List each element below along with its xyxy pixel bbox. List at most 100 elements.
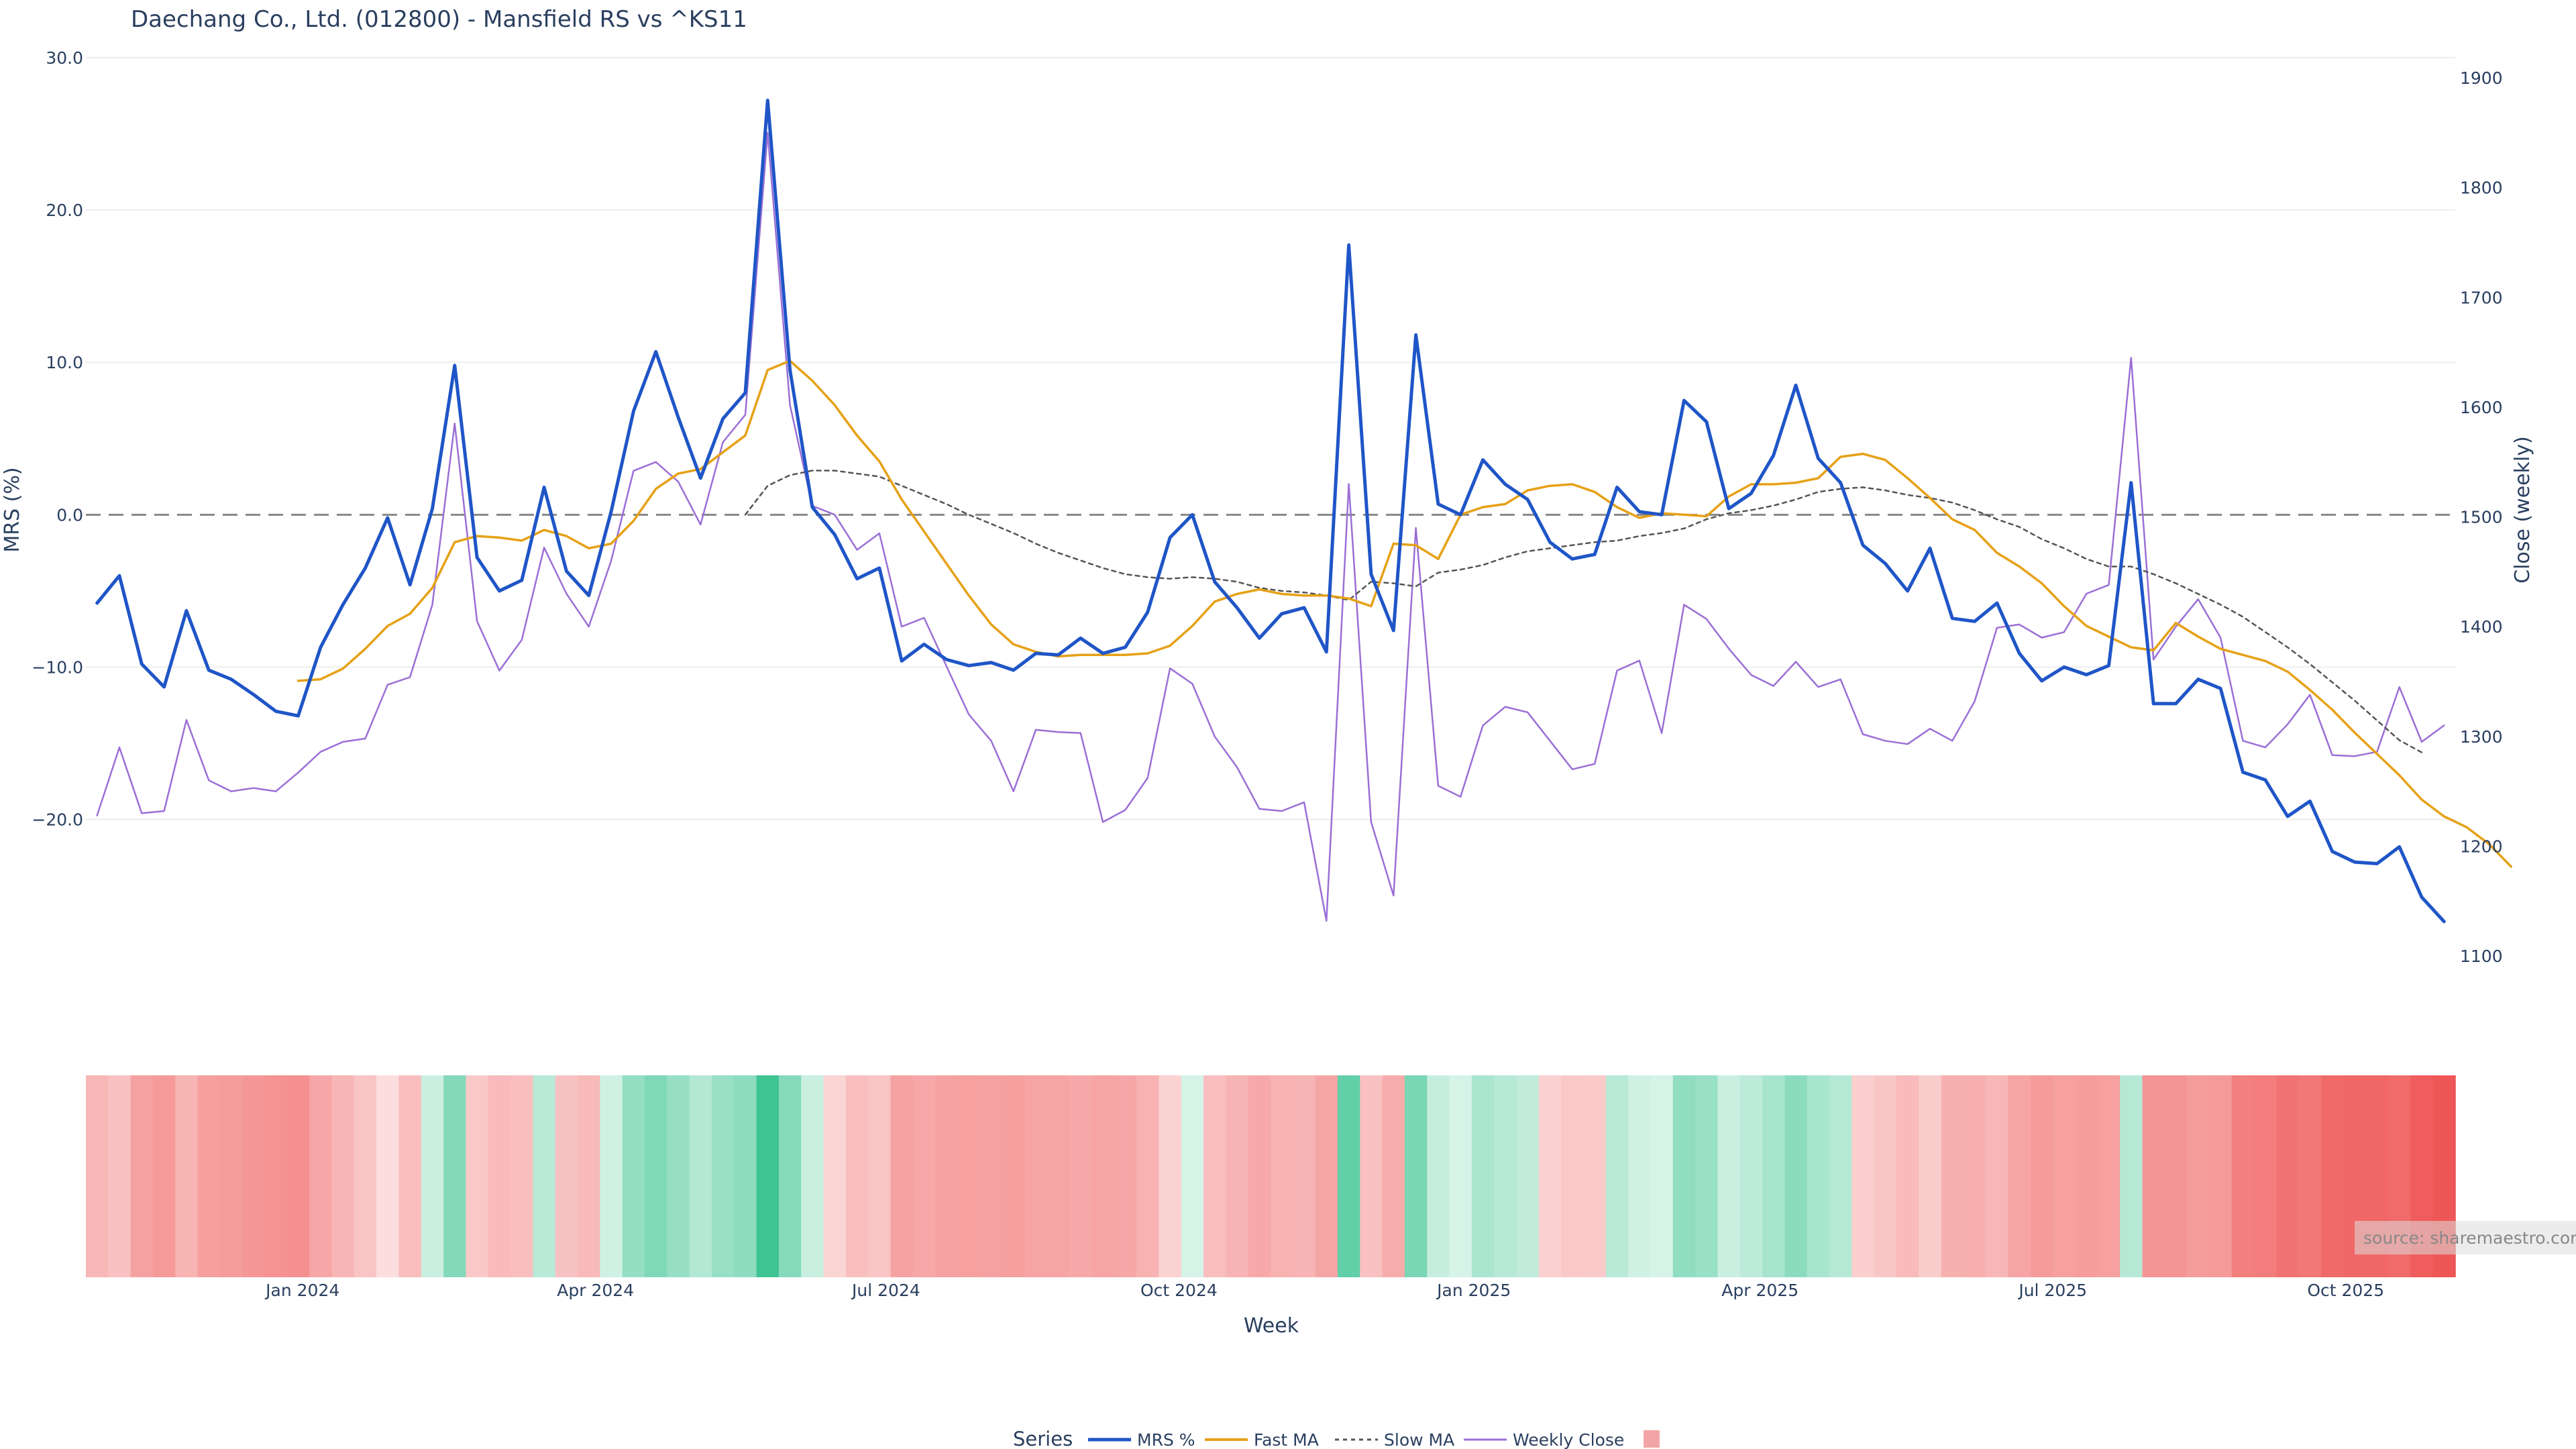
heatmap-cell bbox=[354, 1075, 377, 1277]
y2-tick-label: 1900 bbox=[2460, 68, 2503, 88]
y2-axis-title: Close (weekly) bbox=[2511, 436, 2534, 584]
x-tick-label: Jan 2025 bbox=[1436, 1281, 1511, 1300]
heatmap-cell bbox=[443, 1075, 467, 1277]
heatmap-cell bbox=[421, 1075, 444, 1277]
heatmap-cell bbox=[242, 1075, 266, 1277]
series-mrs bbox=[95, 99, 2446, 924]
x-tick-label: Jul 2025 bbox=[2017, 1281, 2087, 1300]
source-badge: source: sharemaestro.com bbox=[2355, 1221, 2576, 1254]
heatmap-cell bbox=[1516, 1075, 1540, 1277]
heatmap-cell bbox=[555, 1075, 578, 1277]
legend-label-mrs[interactable]: MRS % bbox=[1137, 1430, 1195, 1449]
y-tick-label: −10.0 bbox=[32, 657, 83, 677]
heatmap-cell bbox=[2030, 1075, 2054, 1277]
legend-label-weekly-close[interactable]: Weekly Close bbox=[1513, 1430, 1624, 1449]
heatmap-cell bbox=[2008, 1075, 2031, 1277]
source-label: source: sharemaestro.com bbox=[2363, 1228, 2576, 1248]
heatmap-cell bbox=[1874, 1075, 1897, 1277]
y-tick-label: 20.0 bbox=[46, 201, 83, 220]
legend-label-slow-ma[interactable]: Slow MA bbox=[1384, 1430, 1454, 1449]
heatmap-cell bbox=[1226, 1075, 1249, 1277]
heatmap-cell bbox=[2164, 1075, 2188, 1277]
heatmap-cell bbox=[1919, 1075, 1942, 1277]
heatmap-cell bbox=[2276, 1075, 2300, 1277]
heatmap-cell bbox=[957, 1075, 981, 1277]
heatmap-cell bbox=[2321, 1075, 2345, 1277]
heatmap-cell bbox=[2097, 1075, 2121, 1277]
heatmap-cell bbox=[711, 1075, 735, 1277]
heatmap-cell bbox=[86, 1075, 109, 1277]
heatmap-cell bbox=[1896, 1075, 1920, 1277]
heatmap-cell bbox=[1293, 1075, 1316, 1277]
grid bbox=[86, 57, 2455, 820]
heatmap-cell bbox=[578, 1075, 601, 1277]
legend-swatch-heatmap[interactable] bbox=[1644, 1430, 1660, 1448]
heatmap-cell bbox=[1807, 1075, 1830, 1277]
legend-title: Series bbox=[1013, 1428, 1073, 1449]
source-badge-bg bbox=[2355, 1221, 2576, 1254]
heatmap-cell bbox=[175, 1075, 199, 1277]
heatmap-cell bbox=[890, 1075, 914, 1277]
heatmap-cell bbox=[219, 1075, 244, 1277]
heatmap-cell bbox=[689, 1075, 712, 1277]
y-axis-title: MRS (%) bbox=[1, 467, 24, 552]
y-tick-label: 0.0 bbox=[56, 505, 83, 525]
legend-label-fast-ma[interactable]: Fast MA bbox=[1254, 1430, 1319, 1449]
y-tick-label: 10.0 bbox=[46, 353, 83, 372]
y2-axis: 1900 1800 1700 1600 1500 1400 1300 1200 1100 bbox=[2460, 68, 2503, 966]
heatmap-strip bbox=[86, 1075, 2456, 1277]
heatmap-cell bbox=[2187, 1075, 2210, 1277]
y-axis: 30.0 20.0 10.0 0.0 −10.0 −20.0 bbox=[32, 48, 83, 830]
heatmap-cell bbox=[2231, 1075, 2255, 1277]
heatmap-cell bbox=[600, 1075, 623, 1277]
heatmap-cell bbox=[1986, 1075, 2009, 1277]
y2-tick-label: 1500 bbox=[2460, 508, 2503, 527]
heatmap-cell bbox=[1315, 1075, 1338, 1277]
heatmap-cell bbox=[1069, 1075, 1093, 1277]
x-tick-label: Oct 2025 bbox=[2307, 1281, 2384, 1300]
heatmap-cell bbox=[1360, 1075, 1383, 1277]
heatmap-cell bbox=[376, 1075, 400, 1277]
heatmap-cell bbox=[1583, 1075, 1607, 1277]
heatmap-cell bbox=[1181, 1075, 1204, 1277]
heatmap-cell bbox=[667, 1075, 690, 1277]
heatmap-cell bbox=[1404, 1075, 1428, 1277]
heatmap-cell bbox=[1471, 1075, 1495, 1277]
heatmap-cell bbox=[1561, 1075, 1585, 1277]
heatmap-cell bbox=[823, 1075, 847, 1277]
y2-tick-label: 1400 bbox=[2460, 617, 2503, 637]
heatmap-cell bbox=[912, 1075, 936, 1277]
heatmap-cell bbox=[1762, 1075, 1786, 1277]
heatmap-cell bbox=[1159, 1075, 1182, 1277]
heatmap-cell bbox=[533, 1075, 556, 1277]
x-tick-label: Jul 2024 bbox=[851, 1281, 920, 1300]
heatmap-cell bbox=[1829, 1075, 1853, 1277]
heatmap-cell bbox=[1449, 1075, 1472, 1277]
heatmap-cell bbox=[1337, 1075, 1361, 1277]
chart-title: Daechang Co., Ltd. (012800) - Mansfield … bbox=[131, 6, 747, 33]
heatmap-cell bbox=[1941, 1075, 1964, 1277]
heatmap-cell bbox=[2209, 1075, 2233, 1277]
heatmap-cell bbox=[130, 1075, 154, 1277]
heatmap-cell bbox=[2075, 1075, 2098, 1277]
heatmap-cell bbox=[264, 1075, 288, 1277]
heatmap-cell bbox=[1851, 1075, 1875, 1277]
heatmap-cell bbox=[331, 1075, 355, 1277]
heatmap-cell bbox=[2142, 1075, 2165, 1277]
heatmap-cell bbox=[511, 1075, 534, 1277]
heatmap-cell bbox=[1672, 1075, 1696, 1277]
heatmap-cell bbox=[2053, 1075, 2076, 1277]
heatmap-cell bbox=[1002, 1075, 1026, 1277]
y2-tick-label: 1300 bbox=[2460, 727, 2503, 747]
y-tick-label: −20.0 bbox=[32, 810, 83, 830]
heatmap-cell bbox=[622, 1075, 645, 1277]
x-tick-label: Apr 2025 bbox=[1721, 1281, 1799, 1300]
x-axis-title: Week bbox=[1244, 1314, 1299, 1338]
heatmap-cell bbox=[1605, 1075, 1629, 1277]
y-tick-label: 30.0 bbox=[46, 48, 83, 68]
y2-tick-label: 1600 bbox=[2460, 398, 2503, 417]
heatmap-cell bbox=[309, 1075, 333, 1277]
heatmap-cell bbox=[1046, 1075, 1070, 1277]
heatmap-cell bbox=[2298, 1075, 2322, 1277]
